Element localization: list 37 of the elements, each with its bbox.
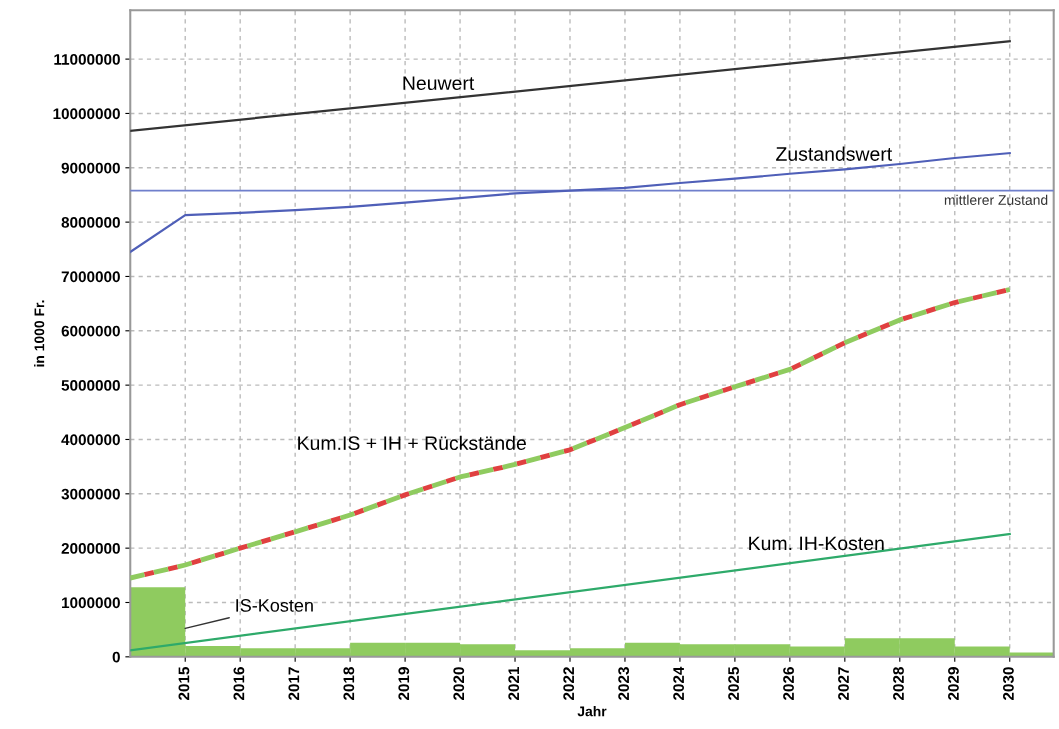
y-tick-label: 11000000 (54, 53, 120, 65)
series-label: Kum. IH-Kosten (749, 536, 884, 551)
x-tick-label: 2027 (838, 667, 849, 700)
y-tick-label: 2000000 (61, 543, 120, 554)
x-tick-label: 2026 (783, 667, 794, 700)
y-tick-label: 6000000 (61, 325, 120, 337)
x-tick-label: 2020 (453, 667, 465, 700)
x-tick-label: 2023 (618, 667, 630, 700)
y-tick-label: 5000000 (61, 380, 120, 391)
series-label: Kum.IS + IH + Rückstände (298, 435, 526, 451)
y-tick-label: 8000000 (61, 216, 120, 228)
y-tick-label: 7000000 (61, 271, 120, 283)
x-tick-label: 2024 (673, 666, 685, 700)
x-tick-label: 2015 (178, 666, 190, 700)
line-series (130, 287, 1013, 581)
series-label: IS-Kosten (236, 599, 313, 612)
x-tick-label: 2018 (343, 667, 355, 700)
ref-line-label: mittlerer Zustand (944, 194, 1048, 205)
x-tick-label: 2019 (398, 667, 410, 700)
x-tick-label: 2017 (288, 667, 300, 700)
y-tick-label: 3000000 (61, 488, 120, 500)
x-tick-label: 2028 (893, 667, 904, 700)
y-axis-title: in 1000 Fr. (34, 300, 45, 367)
series-label: Neuwert (403, 76, 475, 91)
x-tick-label: 2029 (948, 667, 959, 700)
y-tick-label: 9000000 (61, 162, 120, 174)
x-tick-label: 2021 (508, 666, 520, 700)
x-tick-label: 2030 (1003, 667, 1014, 700)
y-tick-label: 10000000 (53, 108, 120, 120)
y-tick-label: 1000000 (62, 597, 120, 609)
y-tick-label: 0 (112, 651, 120, 663)
x-tick-label: 2025 (728, 666, 739, 700)
x-tick-label: 2016 (233, 667, 245, 700)
series-label: Zustandswert (776, 146, 893, 161)
y-tick-label: 4000000 (61, 434, 120, 446)
x-axis-title: Jahr (577, 706, 607, 717)
x-tick-label: 2022 (563, 667, 575, 700)
